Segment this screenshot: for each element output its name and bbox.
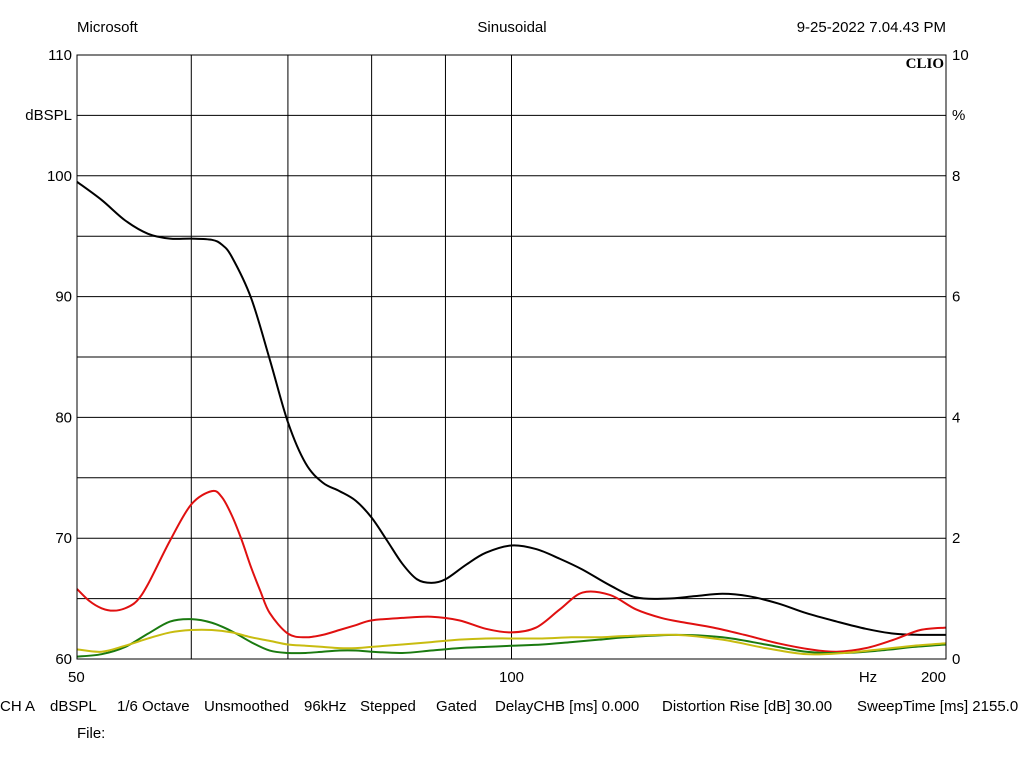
y-left-unit-label: dBSPL: [25, 107, 72, 124]
settings-item: 96kHz: [304, 698, 347, 715]
axis-ticks: 60 70 80 90 100 110 0 2 4 6 8 10 50 100 200: [47, 47, 969, 686]
curves: [76, 181, 947, 658]
settings-item: Unsmoothed: [204, 698, 289, 715]
chart-title: Sinusoidal: [477, 19, 546, 36]
plot-frame: [76, 54, 947, 660]
file-label: File:: [77, 725, 105, 742]
settings-item: Distortion Rise [dB] 30.00: [662, 698, 832, 715]
x-tick-label: 200: [921, 669, 946, 686]
settings-item: dBSPL: [50, 698, 97, 715]
settings-item: SweepTime [ms] 2155.0: [857, 698, 1018, 715]
settings-bar: CH A dBSPL 1/6 Octave Unsmoothed 96kHz Steppe…: [0, 698, 1018, 715]
y-right-tick-label: 6: [952, 289, 960, 306]
y-right-tick-label: 4: [952, 409, 960, 426]
y-left-tick-label: 90: [55, 289, 72, 306]
y-left-tick-label: 110: [48, 47, 72, 64]
x-tick-label: 50: [68, 669, 85, 686]
series-line-2: [76, 489, 947, 653]
y-right-unit-label: %: [952, 107, 965, 124]
series-line-4: [76, 628, 947, 656]
x-unit-label: Hz: [859, 669, 877, 686]
y-left-tick-label: 100: [47, 168, 72, 185]
settings-item: Stepped: [360, 698, 416, 715]
y-right-tick-label: 0: [952, 651, 960, 668]
clio-logo: CLIO: [906, 56, 944, 72]
timestamp: 9-25-2022 7.04.43 PM: [797, 19, 946, 36]
series-line-1: [76, 181, 947, 636]
grid-lines: [77, 55, 946, 659]
settings-item: 1/6 Octave: [117, 698, 190, 715]
settings-item: CH A: [0, 698, 35, 715]
y-right-tick-label: 10: [952, 47, 969, 64]
settings-item: Gated: [436, 698, 477, 715]
header-left-label: Microsoft: [77, 19, 139, 36]
y-right-tick-label: 8: [952, 168, 960, 185]
y-left-tick-label: 80: [55, 409, 72, 426]
y-left-tick-label: 70: [55, 530, 72, 547]
y-right-tick-label: 2: [952, 530, 960, 547]
x-tick-label: 100: [499, 669, 524, 686]
series-line-3: [76, 618, 947, 658]
y-left-tick-label: 60: [55, 651, 72, 668]
settings-item: DelayCHB [ms] 0.000: [495, 698, 639, 715]
